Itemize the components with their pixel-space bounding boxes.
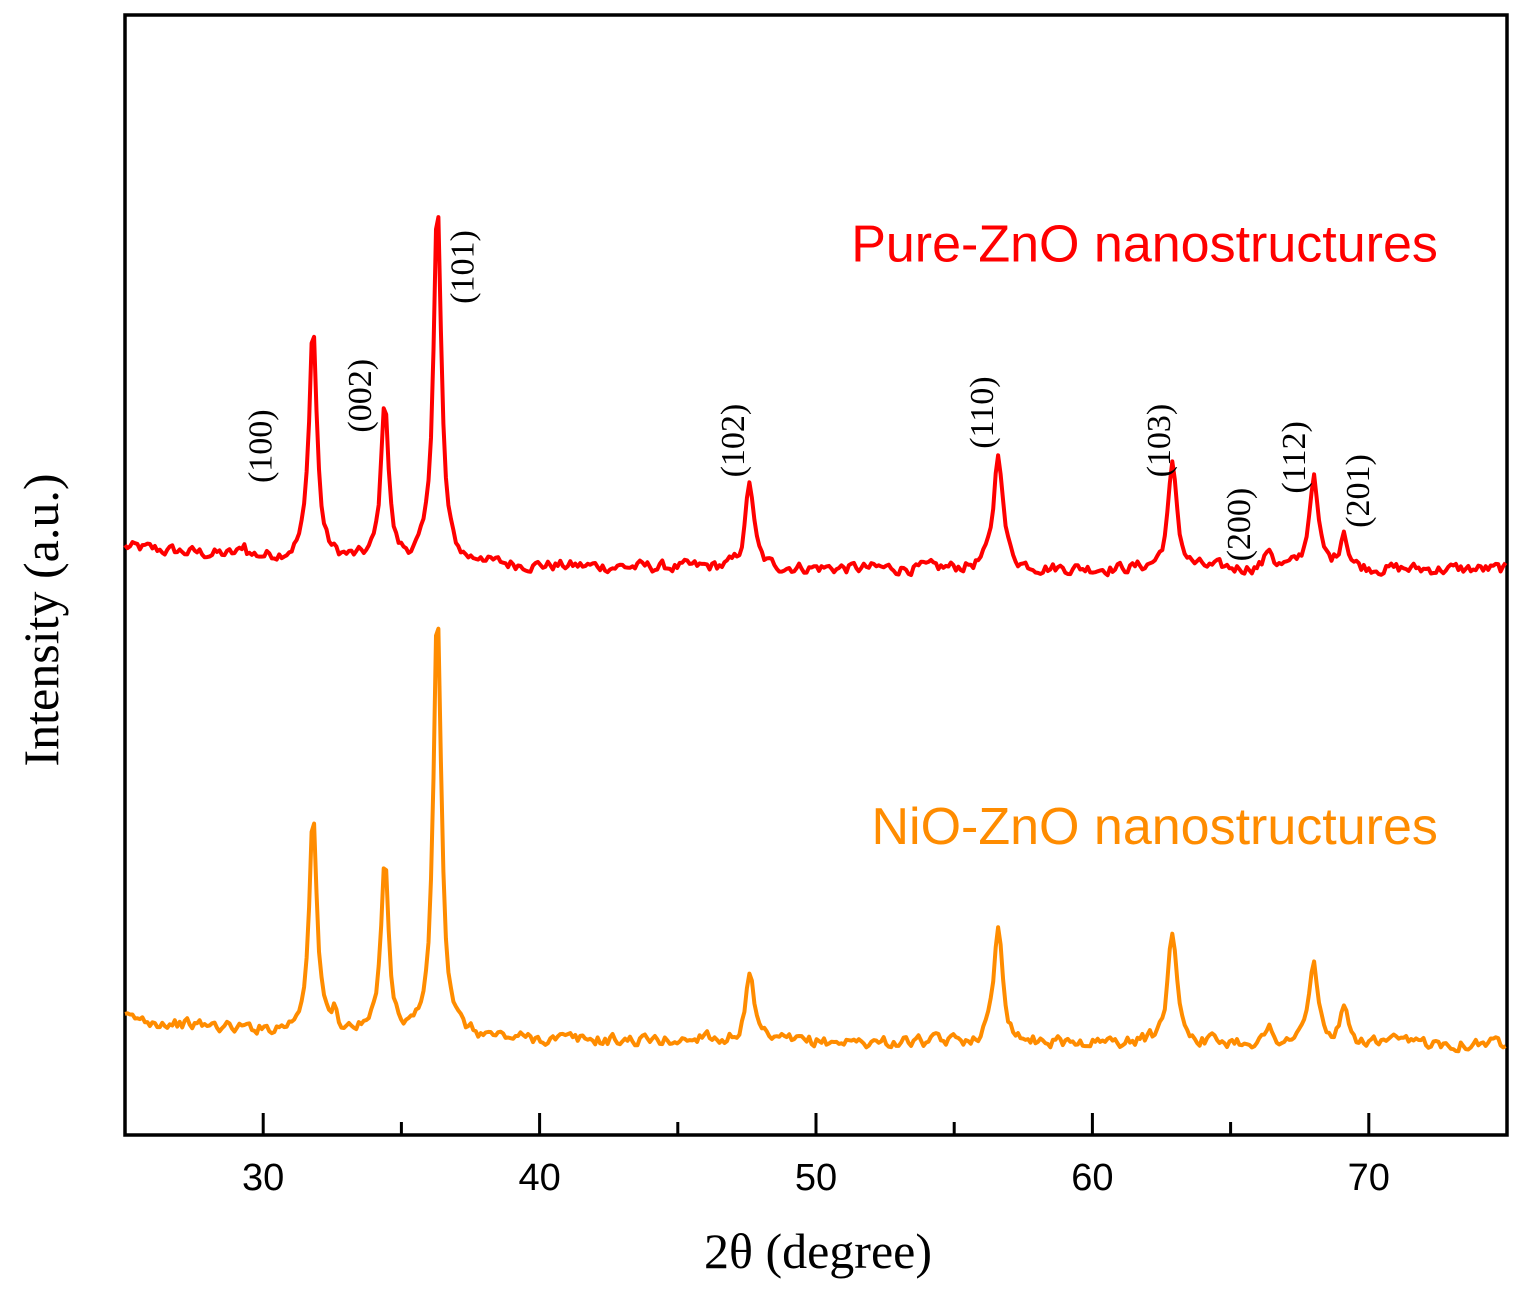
y-axis-title: Intensity (a.u.) [13,474,69,767]
x-ticks: 30 40 50 60 70 [242,1113,1390,1199]
peak-label: (102) [715,404,752,478]
x-tick-label: 70 [1348,1157,1390,1199]
peak-label: (110) [964,376,1001,448]
peak-label: (200) [1221,488,1258,562]
peak-label: (100) [243,409,280,483]
x-tick-label: 30 [242,1157,284,1199]
plot-frame [123,13,1509,1137]
series-label: Pure-ZnO nanostructures [851,215,1438,273]
peak-label: (201) [1340,454,1377,528]
series-lines [123,215,1508,1054]
x-axis-title: 2θ (degree) [704,1223,932,1279]
x-tick-label: 40 [518,1157,560,1199]
series-label: NiO-ZnO nanostructures [871,798,1437,856]
series-line-nio-zno [124,626,1507,1054]
peak-label: (103) [1141,404,1178,478]
peak-label: (101) [444,230,481,304]
peak-label: (002) [342,359,379,433]
peak-labels: (100) (002) (101) (102) (110) (103) (200) (112)… [243,230,1377,561]
x-tick-label: 50 [795,1157,837,1199]
peak-label: (112) [1276,421,1313,493]
x-tick-label: 60 [1071,1157,1113,1199]
series-line-pure-zno [123,215,1508,578]
series-labels: Pure-ZnO nanostructures NiO-ZnO nanostruc… [851,215,1438,855]
